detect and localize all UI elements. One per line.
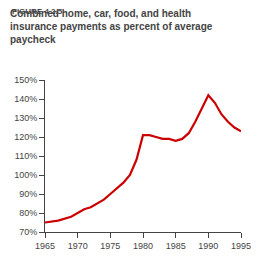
svg-text:1965: 1965 <box>35 241 55 251</box>
svg-text:1980: 1980 <box>133 241 153 251</box>
svg-text:140%: 140% <box>14 94 37 104</box>
svg-text:1975: 1975 <box>100 241 120 251</box>
svg-text:130%: 130% <box>14 113 37 123</box>
svg-text:90%: 90% <box>19 189 37 199</box>
svg-text:100%: 100% <box>14 170 37 180</box>
svg-text:1990: 1990 <box>198 241 218 251</box>
svg-text:80%: 80% <box>19 208 37 218</box>
svg-text:70%: 70% <box>19 227 37 237</box>
svg-text:1985: 1985 <box>166 241 186 251</box>
svg-text:150%: 150% <box>14 75 37 85</box>
svg-text:1970: 1970 <box>68 241 88 251</box>
svg-text:FIGURE 4.2.5: FIGURE 4.2.5 <box>12 7 63 16</box>
svg-text:120%: 120% <box>14 132 37 142</box>
svg-text:Combined home, car, food, and: Combined home, car, food, and healthinsu… <box>10 8 213 45</box>
svg-text:1995: 1995 <box>231 241 251 251</box>
svg-text:110%: 110% <box>15 151 37 161</box>
